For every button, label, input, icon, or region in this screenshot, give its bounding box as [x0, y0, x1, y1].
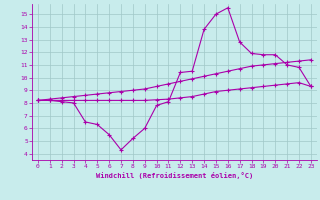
X-axis label: Windchill (Refroidissement éolien,°C): Windchill (Refroidissement éolien,°C) [96, 172, 253, 179]
